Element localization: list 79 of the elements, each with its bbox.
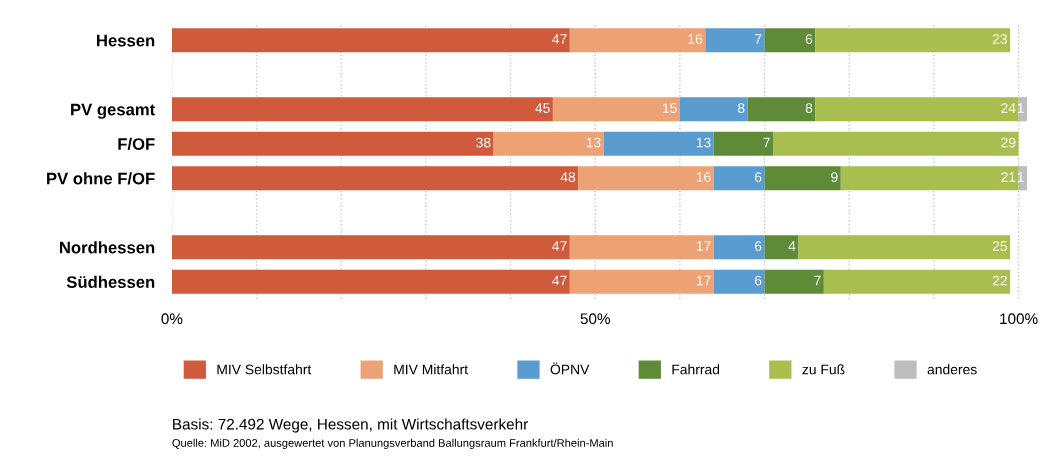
data-label: 6 (755, 241, 762, 251)
bar (764, 28, 816, 53)
data-label: 13 (696, 137, 711, 148)
bar (679, 97, 748, 122)
bar (798, 235, 1011, 260)
bar (171, 166, 579, 191)
text: Basis: 72.492 Wege, Hessen, mit Wirtschaftsverkehr (173, 418, 528, 433)
data-label: 17 (696, 241, 711, 251)
data-label: 38 (476, 137, 491, 148)
data-label: 7 (814, 275, 821, 286)
bar (713, 235, 765, 260)
data-label: 25 (992, 241, 1007, 251)
y-tick-label: Nordhessen (60, 241, 155, 254)
bar (603, 131, 714, 156)
x-tick-label: 50% (580, 313, 610, 325)
bar (764, 166, 841, 191)
data-label: 45 (535, 103, 550, 113)
y-tick-label: Hessen (97, 34, 155, 47)
bar (747, 97, 816, 122)
data-label: 8 (737, 103, 745, 113)
bar (171, 28, 570, 53)
data-label: 4 (788, 241, 796, 251)
data-label: 16 (688, 34, 703, 44)
y-tick-label: PV gesamt (71, 103, 156, 119)
data-label: 48 (560, 172, 576, 182)
data-label: 6 (805, 34, 813, 44)
bar (569, 269, 714, 294)
data-label: 47 (552, 34, 567, 44)
bar (569, 28, 706, 53)
bar (171, 269, 570, 294)
legend-label: ÖPNV (550, 362, 590, 375)
legend-label: zu Fuß (802, 364, 845, 375)
data-label: 23 (992, 34, 1007, 44)
data-label: 1 (1017, 103, 1024, 113)
x-tick-label: 100% (1000, 313, 1038, 325)
bar (493, 131, 604, 156)
bar (815, 28, 1011, 53)
data-label: 47 (552, 241, 567, 251)
bar (171, 131, 494, 156)
bar (815, 97, 1019, 122)
bar (713, 166, 765, 191)
bar (713, 131, 774, 156)
bar (578, 166, 714, 191)
data-label: 7 (755, 34, 762, 44)
legend-label: MIV Selbstfahrt (217, 364, 312, 375)
bar (569, 235, 714, 260)
bar (773, 131, 1019, 156)
legend-label: anderes (927, 364, 977, 375)
data-label: 22 (992, 275, 1007, 286)
data-label: 13 (586, 137, 601, 148)
data-label: 15 (662, 103, 677, 113)
legend-label: MIV Mitfahrt (394, 364, 468, 375)
bar (171, 235, 570, 260)
bar (823, 269, 1011, 294)
bar (552, 97, 680, 122)
data-label: 17 (696, 275, 711, 286)
data-label: 9 (831, 172, 838, 182)
bar (705, 28, 765, 53)
data-label: 1 (1017, 172, 1024, 182)
data-label: 7 (763, 137, 770, 148)
bar (840, 166, 1019, 191)
bar (171, 97, 553, 122)
data-label: 6 (755, 275, 762, 286)
y-tick-label: F/OF (118, 137, 155, 151)
data-label: 21 (1001, 172, 1016, 182)
x-tick-label: 0% (161, 313, 183, 325)
data-label: 29 (1001, 137, 1016, 148)
legend-label: Fahrrad (672, 364, 720, 375)
y-tick-label: Südhessen (66, 275, 155, 288)
data-label: 24 (1001, 103, 1016, 113)
y-tick-label: PV ohne F/OF (47, 172, 155, 185)
bar (764, 235, 799, 260)
data-label: 16 (696, 172, 711, 182)
bar (713, 269, 765, 294)
data-label: 8 (805, 103, 813, 113)
data-label: 47 (552, 275, 567, 286)
source-note: Quelle: MiD 2002, ausgewertet von Planungsverband Ballungsraum Frankfurt/Rhein-Main (172, 438, 613, 450)
data-label: 6 (755, 172, 762, 182)
bar (764, 269, 824, 294)
